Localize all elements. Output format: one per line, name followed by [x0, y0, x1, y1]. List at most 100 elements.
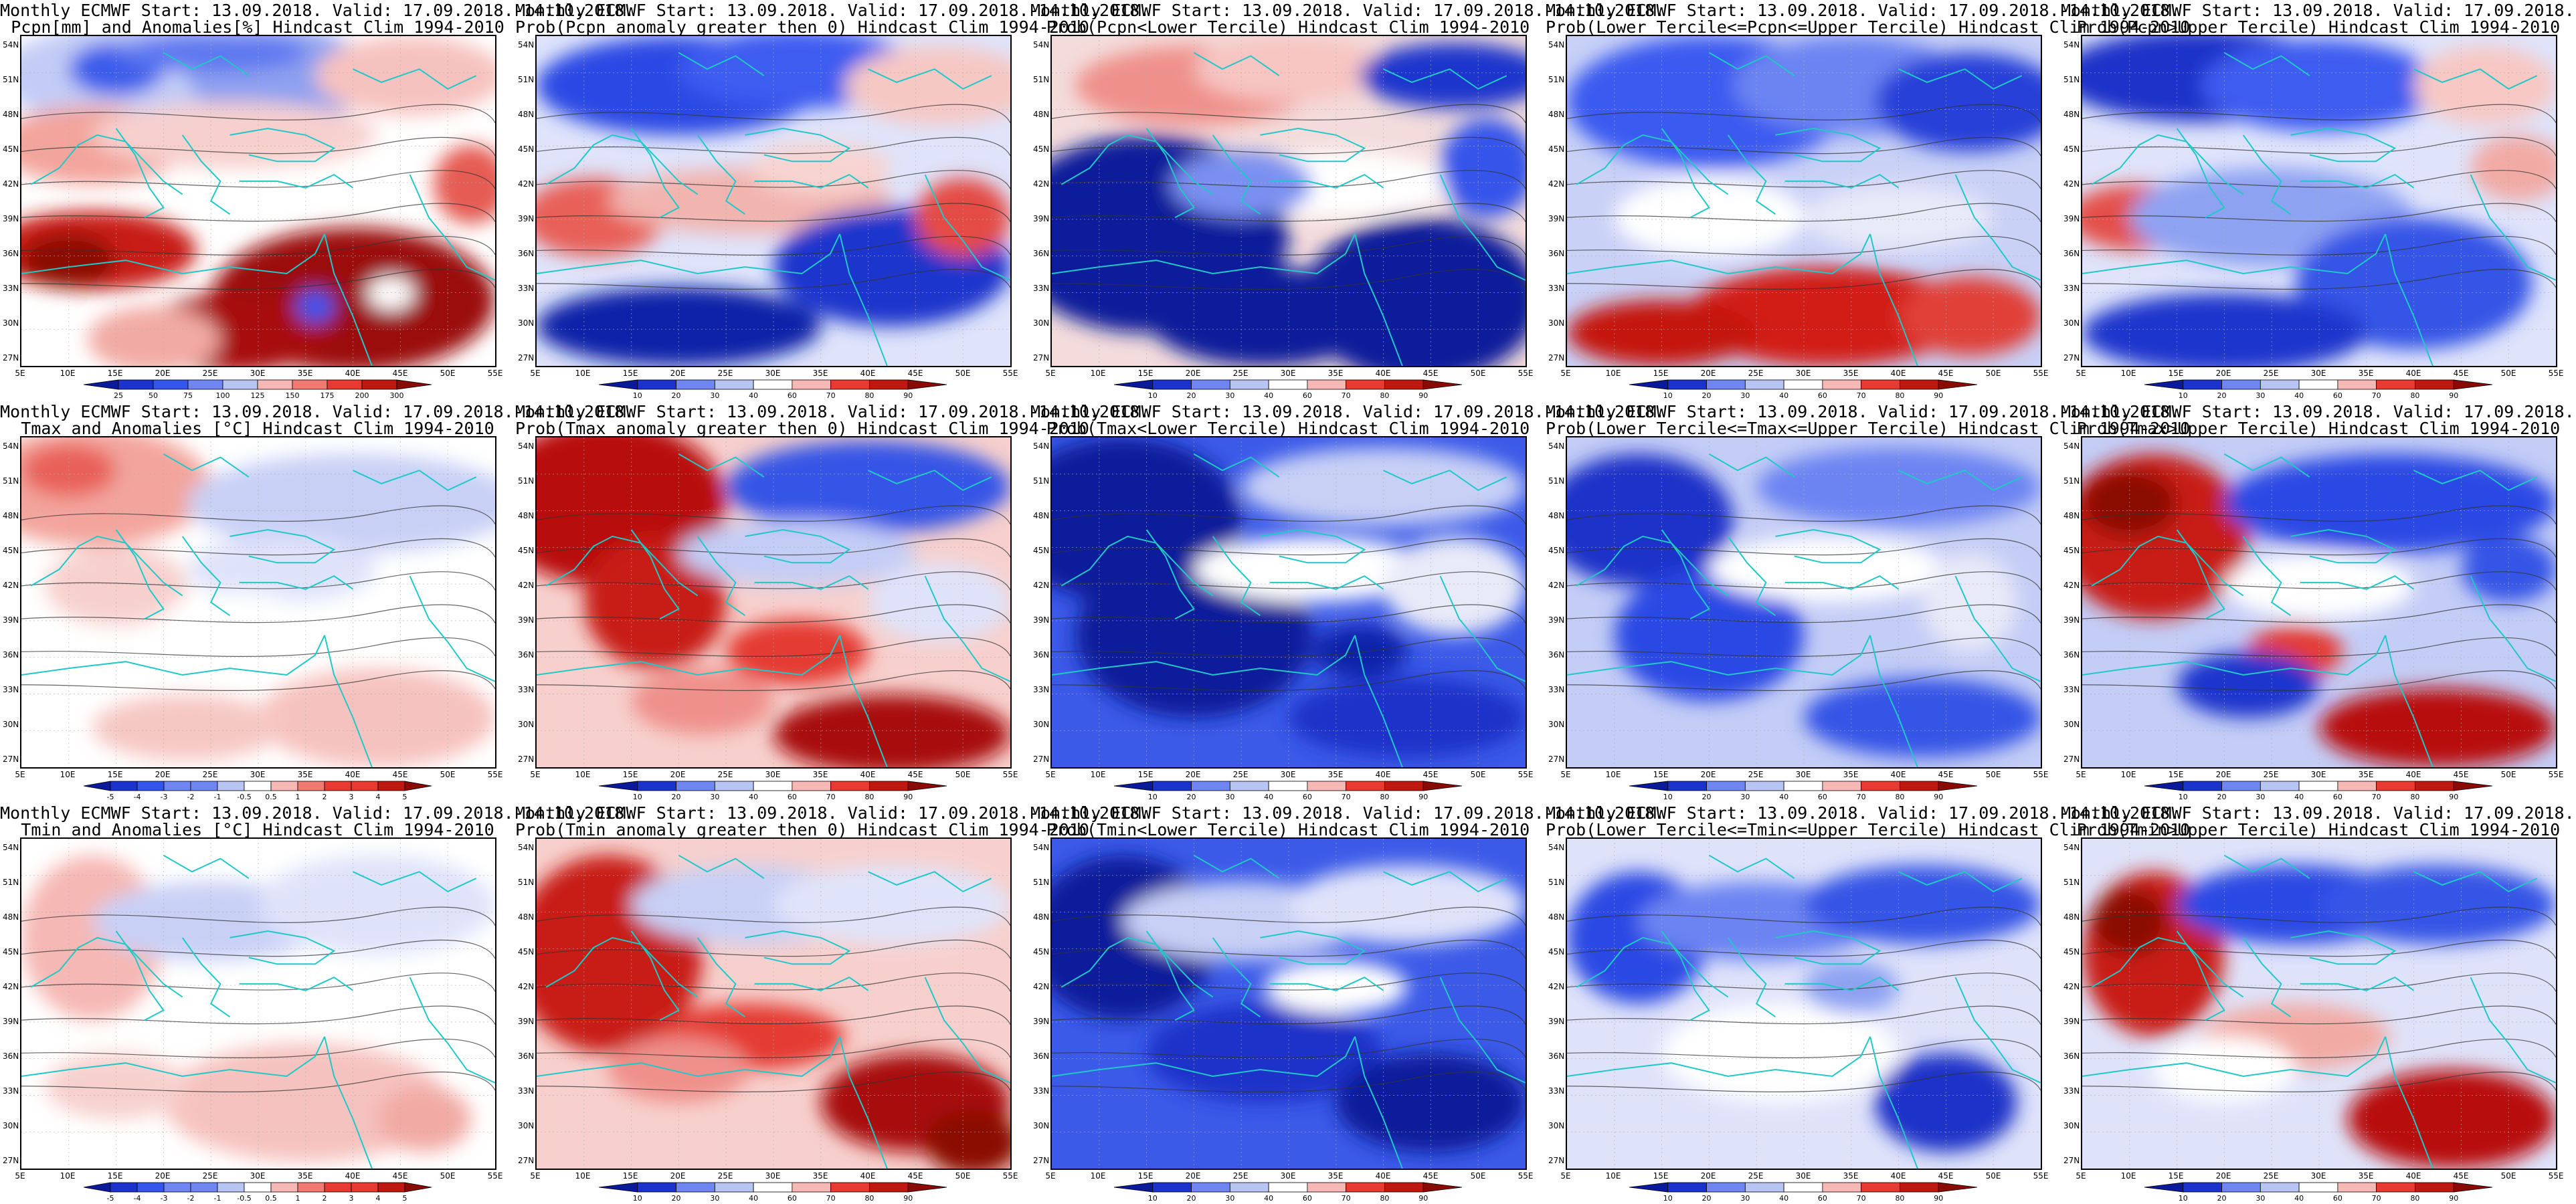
lat-label: 42N: [3, 982, 19, 991]
lon-label: 10E: [60, 770, 76, 779]
colorbar-label: 80: [1380, 391, 1390, 400]
lat-label: 30N: [518, 1121, 535, 1130]
map-panel-tmin-prob-gt0: Monthly ECMWF Start: 13.09.2018. Valid: …: [515, 803, 1149, 1204]
lat-label: 45N: [1033, 546, 1050, 555]
colorbar-swatches: [83, 1182, 432, 1193]
lon-label: 35E: [2358, 1171, 2374, 1181]
colorbar-label: 30: [1740, 793, 1750, 801]
colorbar-label: 90: [1418, 1194, 1429, 1203]
colorbar-label: 1: [295, 793, 300, 801]
colorbar-label: 70: [2371, 793, 2381, 801]
lon-label: 40E: [1375, 369, 1391, 378]
colorbar-swatches: [2144, 1182, 2493, 1193]
map-field: [537, 839, 1010, 1169]
lon-label: 35E: [1327, 369, 1344, 378]
lon-label: 50E: [1985, 1171, 2001, 1181]
lon-label: 15E: [1653, 1171, 1669, 1181]
lon-label: 15E: [107, 1171, 123, 1181]
colorbar-label: 4: [375, 1194, 381, 1203]
lat-label: 51N: [1033, 75, 1050, 84]
colorbar-label: 40: [1779, 1194, 1789, 1203]
lat-label: 39N: [2063, 214, 2080, 223]
lon-label: 35E: [297, 369, 313, 378]
lat-label: 36N: [2063, 249, 2080, 258]
lat-label: 36N: [518, 249, 535, 258]
panel-title-line2: Prob(Lower Tercile<=Tmin<=Upper Tercile)…: [1546, 820, 2191, 839]
lon-label: 15E: [622, 770, 638, 779]
lat-label: 27N: [518, 755, 535, 764]
lat-label: 36N: [1548, 1051, 1565, 1061]
lat-label: 48N: [1033, 511, 1050, 520]
lon-label: 20E: [1185, 1171, 1201, 1181]
lon-label: 30E: [1280, 369, 1296, 378]
lat-label: 42N: [518, 179, 535, 189]
colorbar-label: 80: [2410, 1194, 2420, 1203]
lon-label: 40E: [860, 770, 876, 779]
colorbar-label: -1: [213, 1194, 221, 1203]
lat-label: 42N: [1033, 179, 1050, 189]
map-panel-tmax-prob-middle: Monthly ECMWF Start: 13.09.2018. Valid: …: [1546, 401, 2190, 803]
lat-label: 33N: [518, 284, 535, 293]
lat-label: 36N: [3, 650, 19, 660]
lon-label: 10E: [1605, 1171, 1621, 1181]
lon-label: 40E: [860, 369, 876, 378]
colorbar-label: 10: [2178, 1194, 2188, 1203]
colorbar-label: 30: [1225, 1194, 1235, 1203]
lat-label: 39N: [518, 1017, 535, 1026]
lon-label: 20E: [1700, 369, 1716, 378]
lon-label: 10E: [575, 1171, 591, 1181]
colorbar-label: 80: [864, 391, 875, 400]
colorbar-label: -1: [213, 793, 221, 801]
lon-label: 25E: [1748, 369, 1764, 378]
lat-label: 39N: [1548, 615, 1565, 625]
colorbar-label: 30: [1740, 1194, 1750, 1203]
lon-label: 30E: [2310, 369, 2326, 378]
lat-label: 48N: [1033, 912, 1050, 922]
colorbar-label: 90: [1418, 793, 1429, 801]
lon-label: 50E: [955, 369, 971, 378]
colorbar: [83, 379, 432, 390]
lat-label: 54N: [1033, 843, 1050, 852]
lon-label: 55E: [487, 1171, 503, 1181]
colorbar-label: 90: [2449, 391, 2459, 400]
colorbar-label: 30: [710, 793, 720, 801]
colorbar-label: 20: [671, 391, 681, 400]
map-panel-pcpn-prob-gt0: Monthly ECMWF Start: 13.09.2018. Valid: …: [515, 0, 1149, 401]
map-panel-pcpn-anom: Monthly ECMWF Start: 13.09.2018. Valid: …: [0, 0, 634, 401]
lat-label: 51N: [1033, 878, 1050, 887]
colorbar-label: 10: [1663, 391, 1673, 400]
lat-label: 33N: [1033, 1086, 1050, 1096]
colorbar: [598, 379, 947, 390]
lon-label: 55E: [2548, 369, 2564, 378]
lon-label: 25E: [2263, 1171, 2279, 1181]
lon-label: 15E: [1137, 770, 1154, 779]
lon-label: 10E: [1605, 369, 1621, 378]
lat-label: 45N: [518, 546, 535, 555]
lat-label: 42N: [1033, 982, 1050, 991]
colorbar: [1629, 781, 1978, 791]
lon-label: 15E: [1137, 1171, 1154, 1181]
colorbar-label: 80: [2410, 391, 2420, 400]
colorbar-label: 30: [1740, 391, 1750, 400]
lon-label: 15E: [107, 770, 123, 779]
lat-label: 54N: [2063, 441, 2080, 451]
map-field: [2082, 437, 2556, 767]
colorbar-label: 10: [632, 391, 642, 400]
colorbar-label: -3: [160, 1194, 168, 1203]
colorbar-swatches: [1113, 1182, 1463, 1193]
lat-label: 45N: [2063, 947, 2080, 957]
lat-label: 48N: [1548, 912, 1565, 922]
lon-label: 30E: [1795, 1171, 1811, 1181]
lat-label: 27N: [1548, 353, 1565, 363]
colorbar-label: 1: [295, 1194, 300, 1203]
lon-label: 50E: [955, 1171, 971, 1181]
colorbar-label: 90: [2449, 793, 2459, 801]
colorbar-label: -0.5: [237, 1194, 252, 1203]
colorbar-label: 10: [1663, 1194, 1673, 1203]
colorbar-label: 4: [375, 793, 381, 801]
lon-label: 35E: [297, 770, 313, 779]
lat-label: 51N: [3, 476, 19, 486]
lon-label: 30E: [1280, 1171, 1296, 1181]
lat-label: 36N: [1548, 249, 1565, 258]
lon-label: 10E: [1090, 1171, 1106, 1181]
